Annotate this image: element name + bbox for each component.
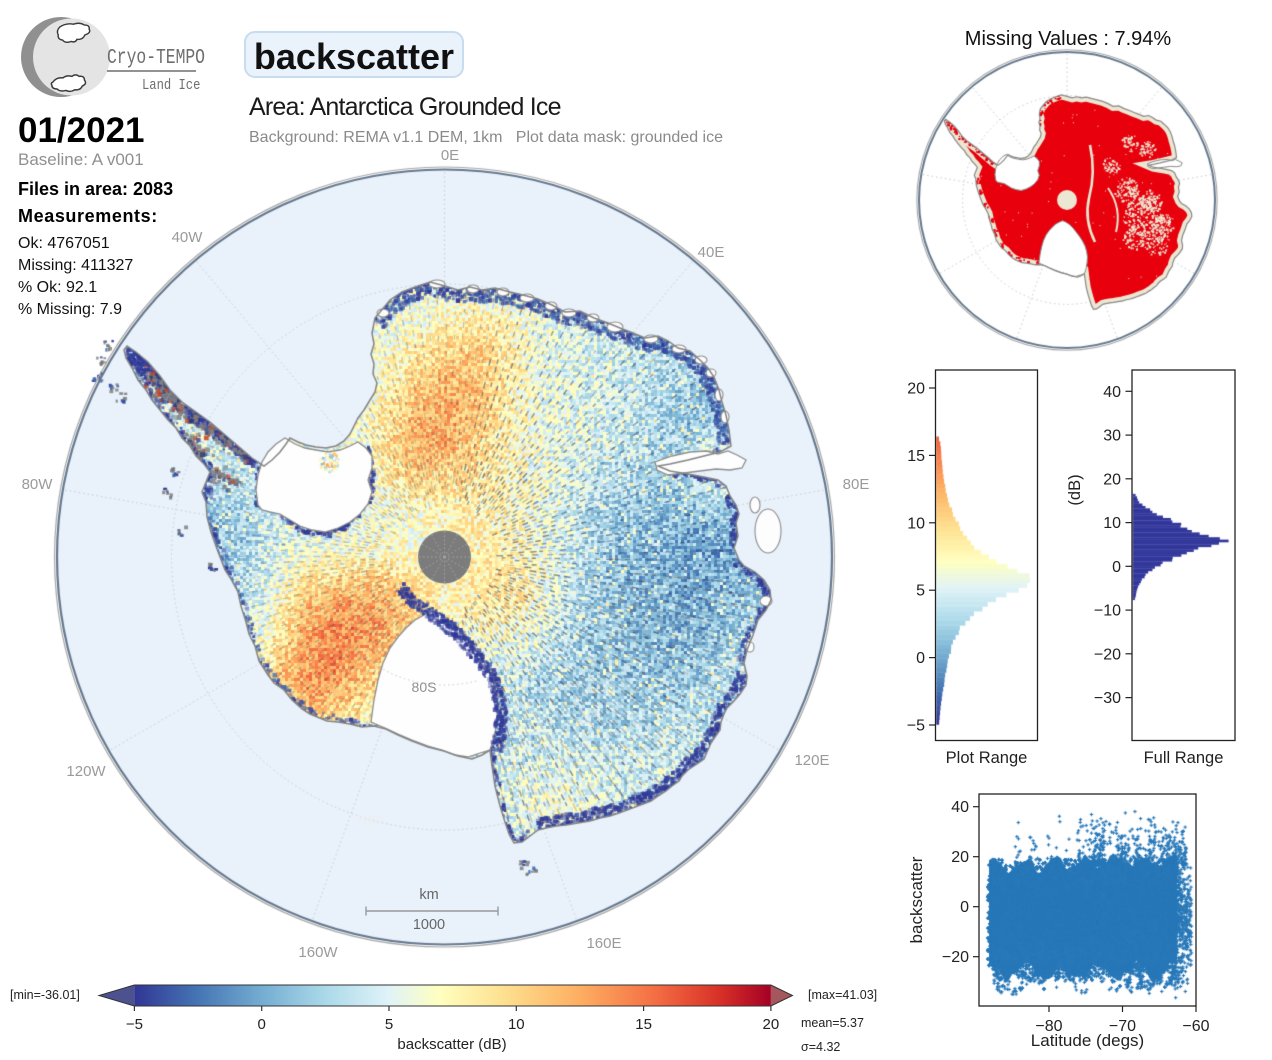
svg-text:40: 40 xyxy=(951,799,969,816)
svg-text:−80: −80 xyxy=(1035,1018,1062,1035)
svg-text:160E: 160E xyxy=(586,935,621,952)
svg-text:km: km xyxy=(419,887,438,903)
svg-text:20: 20 xyxy=(907,381,925,398)
svg-text:0: 0 xyxy=(960,899,969,916)
svg-text:70S: 70S xyxy=(356,812,381,828)
svg-text:0: 0 xyxy=(1112,559,1121,576)
svg-text:[max=41.03]: [max=41.03] xyxy=(808,988,877,1002)
svg-text:1000: 1000 xyxy=(413,917,445,933)
svg-text:backscatter (dB): backscatter (dB) xyxy=(397,1036,506,1053)
svg-text:20: 20 xyxy=(1103,471,1121,488)
svg-text:−5: −5 xyxy=(907,718,925,735)
svg-text:−30: −30 xyxy=(1094,690,1121,707)
svg-text:Missing Values : 7.94%: Missing Values : 7.94% xyxy=(965,28,1172,50)
svg-text:80S: 80S xyxy=(412,679,437,695)
svg-text:80W: 80W xyxy=(22,476,54,493)
svg-text:40E: 40E xyxy=(698,244,725,261)
svg-text:−70: −70 xyxy=(1109,1018,1136,1035)
svg-text:−5: −5 xyxy=(126,1016,143,1033)
svg-text:10: 10 xyxy=(508,1016,525,1033)
svg-text:30: 30 xyxy=(1103,428,1121,445)
svg-text:10: 10 xyxy=(1103,515,1121,532)
svg-text:mean=5.37: mean=5.37 xyxy=(801,1016,864,1030)
svg-text:Plot Range: Plot Range xyxy=(946,749,1028,767)
svg-text:Full Range: Full Range xyxy=(1144,749,1224,767)
svg-text:−20: −20 xyxy=(942,949,969,966)
svg-text:10: 10 xyxy=(907,515,925,532)
svg-text:5: 5 xyxy=(385,1016,393,1033)
svg-text:15: 15 xyxy=(907,448,925,465)
svg-text:80E: 80E xyxy=(843,476,870,493)
svg-text:(dB): (dB) xyxy=(1066,474,1084,505)
svg-text:−20: −20 xyxy=(1094,646,1121,663)
svg-text:20: 20 xyxy=(763,1016,780,1033)
svg-text:backscatter: backscatter xyxy=(907,856,926,943)
svg-text:5: 5 xyxy=(916,583,925,600)
svg-text:Latitude (degs): Latitude (degs) xyxy=(1031,1031,1144,1050)
svg-text:15: 15 xyxy=(635,1016,652,1033)
svg-text:−60: −60 xyxy=(1182,1018,1209,1035)
svg-text:−10: −10 xyxy=(1094,603,1121,620)
svg-text:120E: 120E xyxy=(794,752,829,769)
svg-text:Land Ice: Land Ice xyxy=(142,78,200,94)
svg-text:0E: 0E xyxy=(441,147,459,164)
svg-text:20: 20 xyxy=(951,849,969,866)
svg-text:0: 0 xyxy=(916,650,925,667)
svg-text:Cryo-TEMPO: Cryo-TEMPO xyxy=(107,45,205,70)
svg-text:σ=4.32: σ=4.32 xyxy=(801,1040,840,1054)
svg-text:[min=-36.01]: [min=-36.01] xyxy=(10,988,80,1002)
svg-text:40W: 40W xyxy=(172,229,204,246)
svg-text:0: 0 xyxy=(258,1016,266,1033)
svg-text:40: 40 xyxy=(1103,384,1121,401)
svg-text:120W: 120W xyxy=(66,763,106,780)
svg-text:160W: 160W xyxy=(298,944,338,961)
